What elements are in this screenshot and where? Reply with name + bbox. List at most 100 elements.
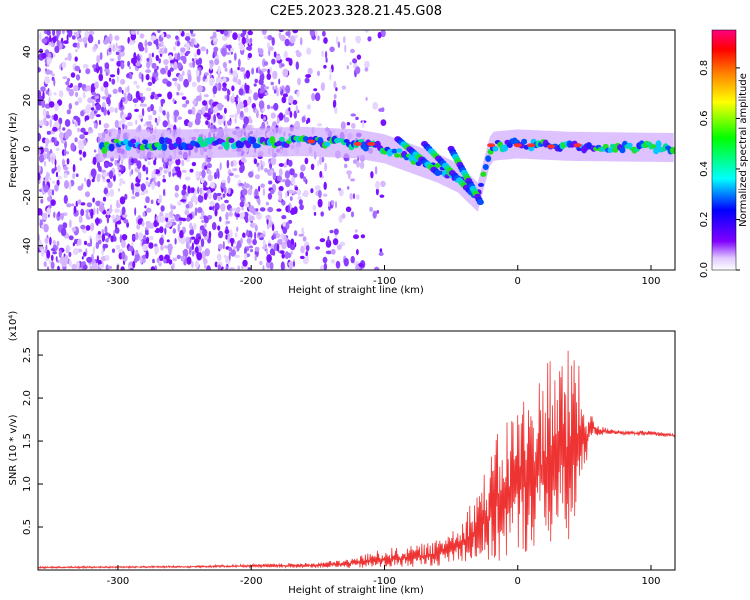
noise-speckle [285,221,290,230]
noise-speckle [98,203,105,213]
noise-speckle [280,63,285,67]
hot-spot [487,143,496,148]
noise-speckle [181,189,187,196]
noise-speckle [194,260,199,269]
noise-speckle [71,203,75,207]
noise-speckle [90,222,95,231]
noise-speckle [38,165,41,173]
ridge-cell [101,146,108,154]
noise-speckle [49,119,52,128]
noise-speckle [103,123,110,129]
noise-speckle [78,215,83,224]
noise-speckle [87,97,93,104]
noise-speckle [191,261,194,269]
noise-speckle [106,178,111,183]
noise-speckle [304,157,309,165]
noise-speckle [59,64,62,70]
colorbar-tick-label: 0.0 [699,262,710,278]
noise-speckle [253,158,258,165]
ridge-cell [223,142,230,150]
noise-speckle [262,265,265,270]
noise-speckle [176,40,180,47]
noise-speckle [84,191,91,198]
noise-speckle [260,159,263,166]
noise-speckle [213,113,217,123]
noise-speckle [62,127,66,131]
noise-speckle [317,198,323,208]
noise-speckle [185,99,190,105]
noise-speckle [150,94,155,100]
noise-speckle [138,231,142,237]
noise-speckle [359,161,365,169]
noise-speckle [312,204,316,211]
noise-speckle [46,266,50,270]
noise-speckle [226,192,233,197]
noise-speckle [167,69,172,78]
noise-speckle [44,160,46,167]
noise-speckle [157,180,161,188]
noise-speckle [71,227,77,232]
noise-speckle [213,37,219,43]
noise-speckle [189,168,194,173]
noise-speckle [38,172,41,181]
noise-speckle [335,260,341,269]
noise-speckle [159,237,164,246]
noise-speckle [150,35,157,42]
noise-speckle [324,162,327,172]
noise-speckle [118,86,123,93]
x-tick-label: -200 [240,276,263,287]
noise-speckle [288,95,294,104]
noise-speckle [40,86,46,92]
noise-speckle [214,202,220,211]
noise-speckle [192,60,196,68]
ridge-cell [492,146,499,152]
noise-speckle [69,219,72,228]
y-tick-label: 2.0 [22,390,33,406]
noise-speckle [39,48,43,53]
noise-speckle [114,236,117,242]
noise-speckle [260,183,265,188]
noise-speckle [121,251,126,260]
noise-speckle [196,84,203,93]
noise-speckle [288,219,293,224]
noise-speckle [77,127,81,133]
noise-speckle [171,205,176,210]
noise-speckle [197,236,201,240]
noise-speckle [54,103,59,111]
noise-speckle [224,199,229,204]
noise-speckle [52,240,56,245]
noise-speckle [75,49,78,53]
noise-speckle [306,47,312,55]
noise-speckle [261,68,268,72]
noise-speckle [42,91,45,100]
noise-speckle [50,199,56,207]
noise-speckle [270,156,277,166]
noise-speckle [94,218,100,224]
noise-speckle [201,219,205,224]
noise-speckle [164,47,168,54]
noise-speckle [269,219,272,228]
noise-speckle [118,120,122,128]
noise-speckle [108,106,115,113]
noise-speckle [136,84,140,89]
noise-speckle [73,85,79,92]
noise-speckle [119,196,126,205]
noise-speckle [135,119,138,125]
noise-speckle [282,226,288,234]
noise-speckle [288,264,293,270]
noise-speckle [43,223,49,233]
ridge-cell [480,171,487,177]
noise-speckle [64,131,69,140]
noise-speckle [150,124,153,129]
noise-speckle [64,254,69,264]
noise-speckle [128,245,134,252]
noise-speckle [249,215,255,222]
noise-speckle [242,30,247,36]
noise-speckle [189,30,194,35]
noise-speckle [166,111,170,121]
noise-speckle [219,30,225,35]
noise-speckle [350,113,357,117]
noise-speckle [178,74,184,82]
ridge-cell [482,164,489,170]
noise-speckle [203,192,208,200]
